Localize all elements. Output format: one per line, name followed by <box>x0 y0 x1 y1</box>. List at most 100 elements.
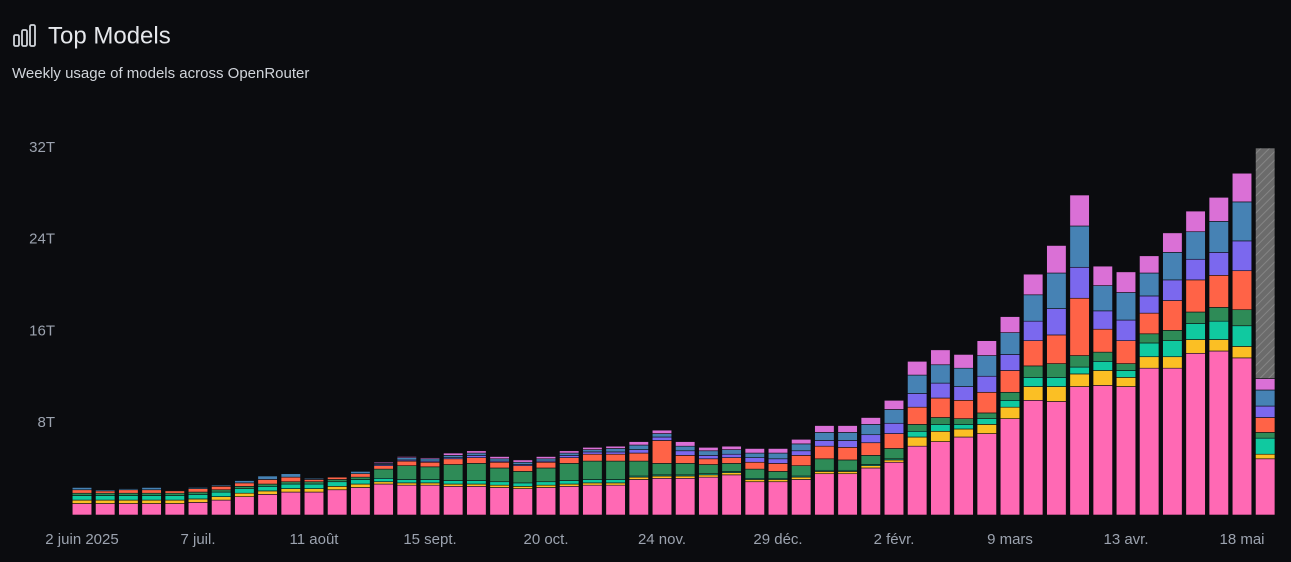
bar-segment <box>1023 377 1044 387</box>
bar-segment <box>71 489 93 494</box>
bar-segment <box>976 424 997 434</box>
bar-segment <box>327 479 348 483</box>
bar-segment <box>512 482 533 487</box>
bar-segment <box>582 484 603 516</box>
bar-segment <box>953 354 974 369</box>
bar-segment <box>883 422 905 434</box>
bar-segment <box>675 463 696 476</box>
bar-segment <box>1115 377 1137 387</box>
bar-segment <box>651 463 673 476</box>
bar-segment <box>257 490 278 495</box>
bar-segment <box>999 370 1021 393</box>
bar-segment <box>489 461 510 469</box>
bar-segment <box>883 448 905 460</box>
bar-segment <box>71 492 93 496</box>
bar-segment <box>953 424 974 430</box>
bar-segment <box>443 483 464 487</box>
bar-segment <box>535 467 557 483</box>
bar-segment <box>976 391 997 414</box>
bar-segment <box>466 455 487 458</box>
bar-segment <box>930 417 951 425</box>
bar-segment <box>1023 294 1044 322</box>
bar-segment <box>907 361 928 376</box>
bar-segment <box>396 457 417 461</box>
bar-segment <box>559 455 580 458</box>
x-tick-label: 9 mars <box>987 531 1033 548</box>
bar-segment <box>466 486 487 516</box>
bar-segment <box>141 492 162 496</box>
bar-segment <box>187 491 209 495</box>
bar-segment <box>1208 307 1229 322</box>
bar-segment <box>1208 197 1229 222</box>
bar-segment <box>257 479 278 485</box>
bar-segment <box>675 477 696 516</box>
bar-segment <box>930 441 951 516</box>
bar-segment <box>767 471 789 479</box>
bar-segment <box>999 332 1021 355</box>
bar-segment <box>1115 271 1137 293</box>
bar-segment <box>767 452 789 460</box>
bar-segment <box>721 445 742 450</box>
bar-segment <box>535 458 557 462</box>
bar-segment <box>466 483 487 487</box>
bar-segment <box>1069 225 1090 268</box>
bar-segment <box>883 459 905 463</box>
bar-segment <box>721 474 742 516</box>
bar-segment <box>907 445 928 516</box>
bar-segment <box>976 355 997 377</box>
bar-segment <box>95 490 116 494</box>
bar-segment <box>559 452 580 456</box>
bar-segment <box>71 495 93 501</box>
bar-segment <box>744 481 765 516</box>
bar-segment <box>907 374 928 394</box>
bar-segment <box>396 465 417 480</box>
bar-segment <box>164 490 185 494</box>
bar-segment <box>443 452 464 456</box>
bar-segment <box>1231 240 1253 272</box>
bar-segment <box>791 479 812 516</box>
bar-segment <box>71 499 93 504</box>
bar-segment <box>698 447 719 452</box>
bar-segment <box>396 484 417 516</box>
bar-segment <box>373 461 394 464</box>
bar-segment <box>211 489 232 493</box>
bar-segment <box>118 488 139 491</box>
bar-segment <box>837 471 858 475</box>
x-tick-label: 20 oct. <box>523 531 568 548</box>
bar-segment <box>234 486 255 489</box>
bar-segment <box>419 479 441 484</box>
bar-segment <box>976 340 997 356</box>
bar-segment <box>559 486 580 516</box>
bar-segment <box>976 412 997 419</box>
bar-segment <box>257 475 278 480</box>
bar-segment <box>675 441 696 447</box>
bar-segment <box>837 432 858 441</box>
bar-segment <box>118 495 139 501</box>
bar-segment <box>1255 405 1276 418</box>
bar-segment <box>1255 458 1276 516</box>
bar-segment <box>999 316 1021 333</box>
bar-segment <box>582 479 603 484</box>
bar-segment <box>628 444 649 450</box>
bar-segment <box>1046 363 1067 378</box>
bar-segment <box>605 460 626 480</box>
bar-segment <box>257 494 278 516</box>
bar-segment <box>930 430 951 442</box>
bar-segment <box>953 418 974 425</box>
bar-segment <box>1185 311 1206 324</box>
bar-segment <box>443 458 464 465</box>
bar-segment <box>767 448 789 454</box>
bar-segment <box>860 417 881 425</box>
bar-segment <box>698 450 719 456</box>
bar-segment <box>141 499 162 504</box>
bar-segment <box>1139 333 1160 344</box>
bar-segment <box>698 476 719 516</box>
bar-segment <box>164 499 185 504</box>
bar-segment <box>535 456 557 460</box>
bar-segment <box>187 494 209 500</box>
bar-segment <box>1046 334 1067 364</box>
bar-segment <box>744 479 765 483</box>
bar-segment <box>350 471 371 475</box>
bar-segment <box>1255 389 1276 407</box>
